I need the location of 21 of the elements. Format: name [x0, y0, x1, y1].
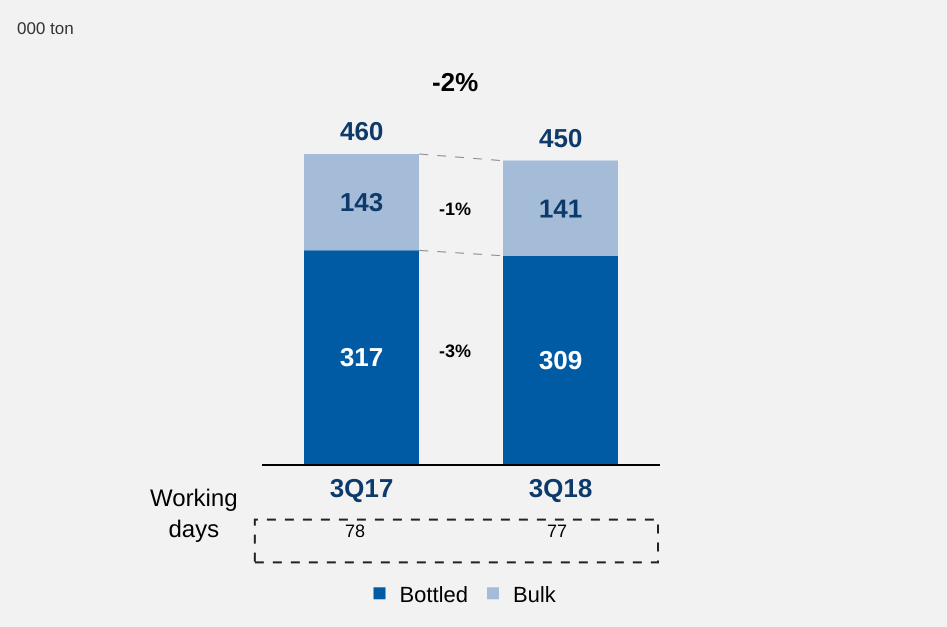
bar — [502, 160, 618, 256]
total-label: 450 — [539, 123, 582, 153]
legend-label: Bulk — [513, 582, 557, 607]
text: -2% — [432, 67, 478, 97]
bar — [304, 154, 420, 250]
x-tick-label: 3Q18 — [528, 473, 592, 504]
text: 78 — [345, 521, 366, 541]
legend-label: Bottled — [400, 582, 468, 607]
x-tick-label: 3Q17 — [330, 473, 394, 504]
data-label: 143 — [340, 187, 384, 218]
text: 000 ton — [17, 19, 74, 38]
data-label: 317 — [340, 342, 384, 372]
text: Working days — [150, 485, 238, 544]
data-label: 309 — [538, 344, 582, 375]
text: 77 — [547, 521, 568, 541]
bar — [304, 250, 420, 464]
annotation: -1% — [439, 199, 472, 219]
bar — [502, 256, 618, 464]
data-label: 141 — [538, 193, 582, 224]
annotation: -3% — [439, 341, 472, 361]
total-label: 460 — [340, 116, 384, 146]
